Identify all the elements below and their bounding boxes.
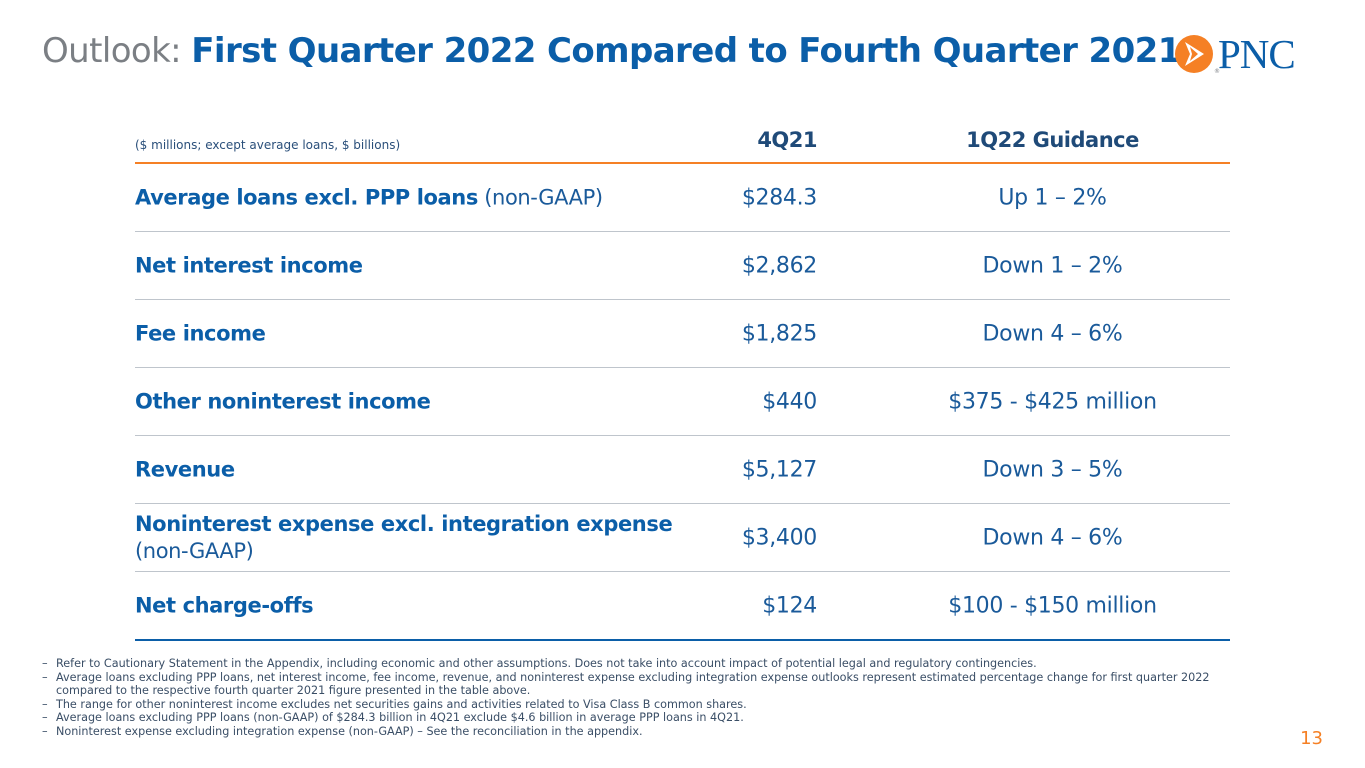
row-label: Fee income xyxy=(135,321,266,345)
page-number: 13 xyxy=(1300,728,1323,749)
table-row: Revenue $5,127 Down 3 – 5% xyxy=(135,436,1230,504)
row-4q21-value: $5,127 xyxy=(741,457,817,482)
footnote: – Refer to Cautionary Statement in the Ap… xyxy=(42,657,1037,670)
row-guidance-value: Down 3 – 5% xyxy=(982,457,1123,482)
slide-title-main: First Quarter 2022 Compared to Fourth Qu… xyxy=(191,31,1181,71)
table-row: Other noninterest income $440 $375 - $42… xyxy=(135,368,1230,436)
row-4q21-value: $1,825 xyxy=(741,321,817,346)
table-row: Net charge-offs $124 $100 - $150 million xyxy=(135,572,1230,641)
table-row: Net interest income $2,862 Down 1 – 2% xyxy=(135,232,1230,300)
footnote: – The range for other noninterest income … xyxy=(42,697,747,711)
logo-text: PNC xyxy=(1218,31,1296,77)
row-guidance-value: Down 4 – 6% xyxy=(982,321,1123,346)
pnc-logo: PNC ® xyxy=(1174,31,1329,78)
row-label: Revenue xyxy=(135,457,235,481)
slide-title-prefix: Outlook: xyxy=(42,31,182,71)
table-row: Average loans excl. PPP loans (non-GAAP)… xyxy=(135,164,1230,232)
row-4q21-value: $3,400 xyxy=(741,525,817,550)
row-label: Other noninterest income xyxy=(135,389,431,413)
row-4q21-value: $284.3 xyxy=(741,185,817,210)
footnote: – Average loans excluding PPP loans, net … xyxy=(42,670,1210,698)
row-4q21-value: $124 xyxy=(762,593,817,618)
outlook-table: ($ millions; except average loans, $ bil… xyxy=(135,112,1230,641)
column-header-4q21: 4Q21 xyxy=(757,128,817,152)
row-label: Average loans excl. PPP loans (non-GAAP) xyxy=(135,185,603,209)
row-guidance-value: Up 1 – 2% xyxy=(998,185,1107,210)
footnotes: – Refer to Cautionary Statement in the Ap… xyxy=(42,657,1242,738)
row-guidance-value: $375 - $425 million xyxy=(948,389,1157,414)
row-4q21-value: $2,862 xyxy=(741,253,817,278)
row-guidance-value: $100 - $150 million xyxy=(948,593,1157,618)
pnc-arrow-logo-icon xyxy=(1175,35,1213,73)
column-header-guidance: 1Q22 Guidance xyxy=(966,128,1139,152)
table-header: ($ millions; except average loans, $ bil… xyxy=(135,112,1230,164)
table-row: Fee income $1,825 Down 4 – 6% xyxy=(135,300,1230,368)
footnote: – Noninterest expense excluding integrati… xyxy=(42,724,643,738)
table-row: Noninterest expense excl. integration ex… xyxy=(135,504,1230,572)
row-guidance-value: Down 4 – 6% xyxy=(982,525,1123,550)
row-label: Net charge-offs xyxy=(135,593,314,617)
registered-mark: ® xyxy=(1214,68,1220,75)
units-note: ($ millions; except average loans, $ bil… xyxy=(135,138,401,152)
row-label: Noninterest expense excl. integration ex… xyxy=(135,511,673,563)
row-4q21-value: $440 xyxy=(762,389,817,414)
footnote: – Average loans excluding PPP loans (non-… xyxy=(42,711,744,724)
row-guidance-value: Down 1 – 2% xyxy=(982,253,1123,278)
slide-title: Outlook: First Quarter 2022 Compared to … xyxy=(42,31,1181,71)
row-label: Net interest income xyxy=(135,253,363,277)
